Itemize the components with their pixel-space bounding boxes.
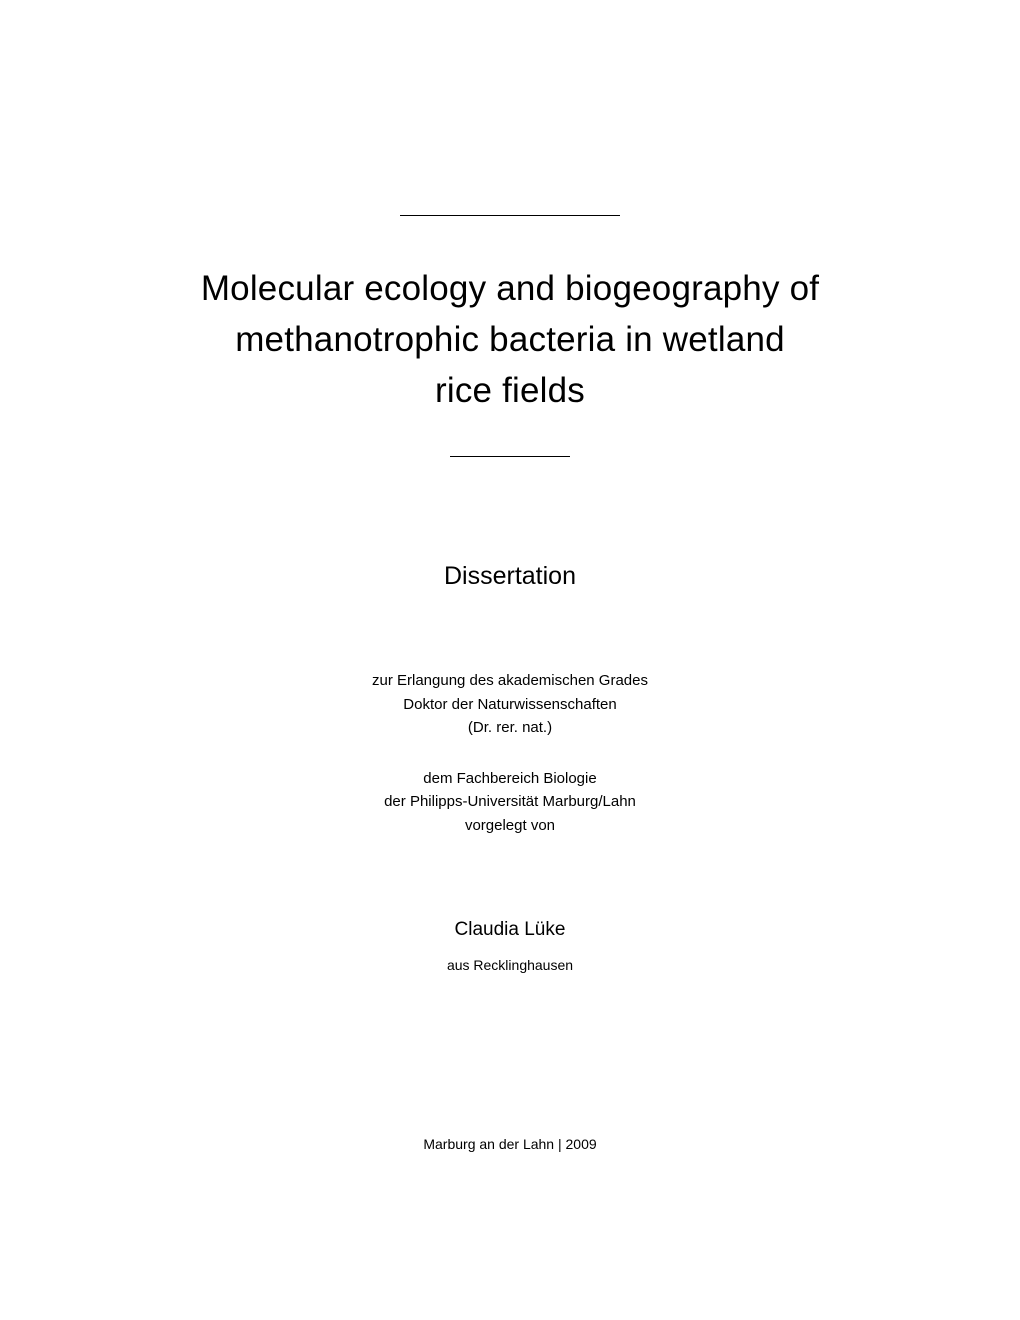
department-line-1: dem Fachbereich Biologie [423,770,596,787]
title-line-2: methanotrophic bacteria in wetland [235,320,785,359]
author-name: Claudia Lüke [455,919,566,941]
main-title: Molecular ecology and biogeography of me… [201,264,819,416]
department-line-3: vorgelegt von [465,817,555,834]
title-line-3: rice fields [435,371,585,410]
footer-location-year: Marburg an der Lahn | 2009 [423,1136,596,1152]
degree-line-1: zur Erlangung des akademischen Grades [372,672,648,689]
department-text: dem Fachbereich Biologie der Philipps-Un… [384,767,636,837]
degree-line-2: Doktor der Naturwissenschaften [403,696,616,713]
degree-text: zur Erlangung des akademischen Grades Do… [372,669,648,739]
title-line-1: Molecular ecology and biogeography of [201,269,819,308]
divider-top [400,215,620,216]
degree-line-3: (Dr. rer. nat.) [468,719,552,736]
document-type-label: Dissertation [444,562,576,591]
divider-bottom [450,456,570,457]
department-line-2: der Philipps-Universität Marburg/Lahn [384,793,636,810]
author-origin: aus Recklinghausen [447,957,573,973]
